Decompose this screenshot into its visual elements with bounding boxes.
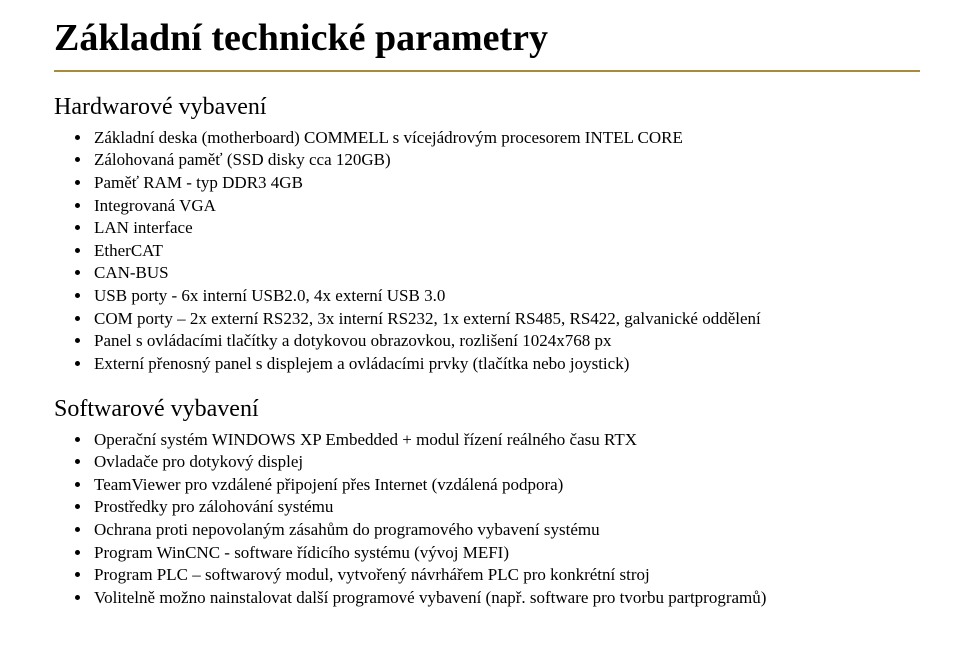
list-item: Ochrana proti nepovolaným zásahům do pro… — [92, 519, 920, 542]
page-title: Základní technické parametry — [54, 18, 920, 60]
list-item: Program PLC – softwarový modul, vytvořen… — [92, 564, 920, 587]
list-item: COM porty – 2x externí RS232, 3x interní… — [92, 308, 920, 331]
list-item: Volitelně možno nainstalovat další progr… — [92, 587, 920, 610]
list-item: Ovladače pro dotykový displej — [92, 451, 920, 474]
slide-page: Základní technické parametry Hardwarové … — [0, 0, 960, 663]
accent-rule — [54, 70, 920, 72]
list-item: USB porty - 6x interní USB2.0, 4x extern… — [92, 285, 920, 308]
hardware-list: Základní deska (motherboard) COMMELL s v… — [54, 127, 920, 376]
list-item: TeamViewer pro vzdálené připojení přes I… — [92, 474, 920, 497]
list-item: LAN interface — [92, 217, 920, 240]
list-item: Prostředky pro zálohování systému — [92, 496, 920, 519]
list-item: CAN-BUS — [92, 262, 920, 285]
list-item: Panel s ovládacími tlačítky a dotykovou … — [92, 330, 920, 353]
list-item: Zálohovaná paměť (SSD disky cca 120GB) — [92, 149, 920, 172]
list-item: Integrovaná VGA — [92, 195, 920, 218]
list-item: EtherCAT — [92, 240, 920, 263]
software-list: Operační systém WINDOWS XP Embedded + mo… — [54, 429, 920, 610]
list-item: Základní deska (motherboard) COMMELL s v… — [92, 127, 920, 150]
list-item: Externí přenosný panel s displejem a ovl… — [92, 353, 920, 376]
software-heading: Softwarové vybavení — [54, 396, 920, 423]
list-item: Paměť RAM - typ DDR3 4GB — [92, 172, 920, 195]
hardware-heading: Hardwarové vybavení — [54, 94, 920, 121]
list-item: Operační systém WINDOWS XP Embedded + mo… — [92, 429, 920, 452]
list-item: Program WinCNC - software řídicího systé… — [92, 542, 920, 565]
